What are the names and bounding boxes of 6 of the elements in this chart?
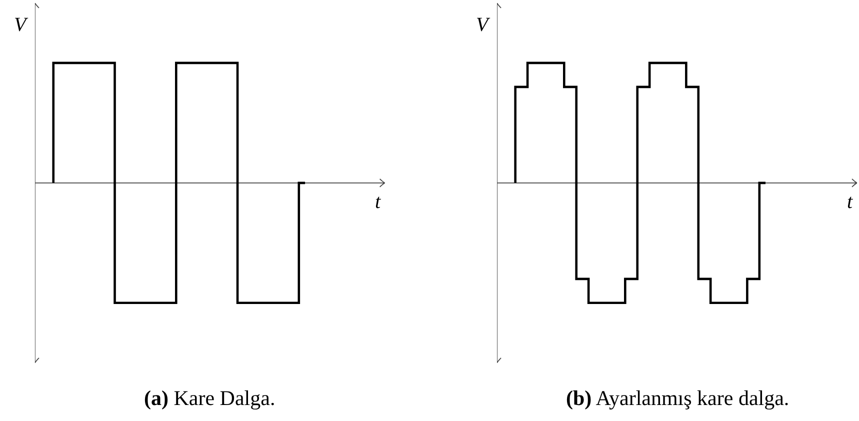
x-axis-title: t bbox=[847, 191, 853, 213]
text: (b) Ayarlanmış kare dalga. bbox=[566, 386, 790, 410]
x-axis-title: t bbox=[375, 191, 381, 213]
y-axis-title: V bbox=[14, 14, 29, 36]
text: (a) Kare Dalga. bbox=[144, 386, 276, 410]
y-axis-title: V bbox=[476, 14, 491, 36]
